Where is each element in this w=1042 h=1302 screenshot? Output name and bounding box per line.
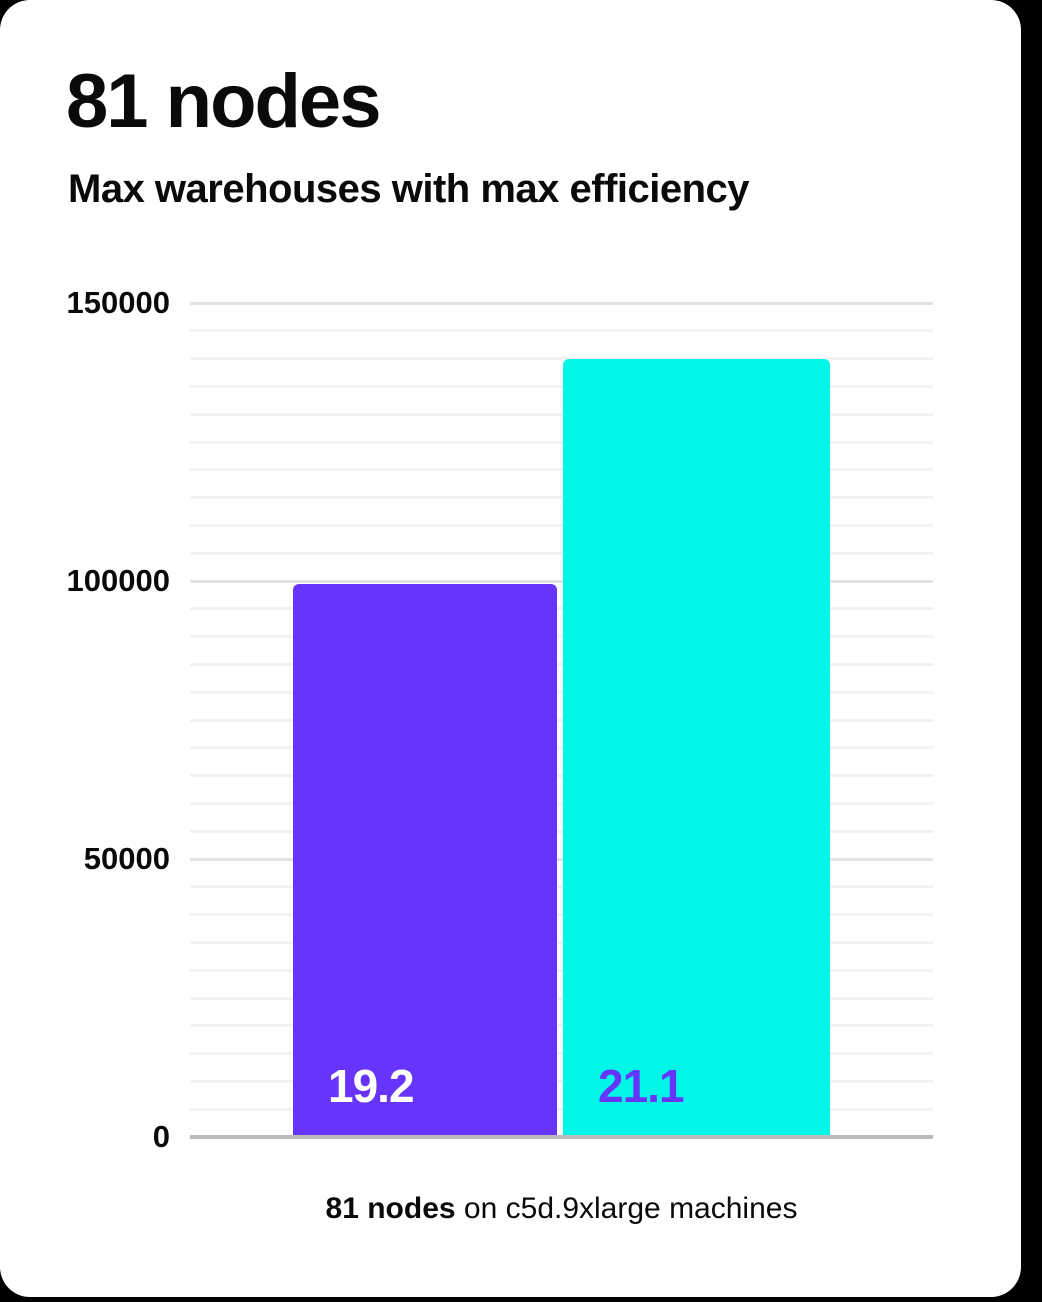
major-gridline <box>190 580 933 583</box>
minor-gridline <box>190 329 933 332</box>
minor-gridline <box>190 913 933 916</box>
minor-gridline <box>190 719 933 722</box>
chart-card: 81 nodes Max warehouses with max efficie… <box>0 0 1021 1297</box>
chart-caption: 81 nodes on c5d.9xlarge machines <box>190 1192 933 1226</box>
caption-regular-text: on c5d.9xlarge machines <box>455 1192 798 1225</box>
bar-chart-plot-area: 0 50000 100000 150000 19.2 21.1 <box>67 285 933 1154</box>
minor-gridline <box>190 496 933 499</box>
minor-gridline <box>190 802 933 805</box>
minor-gridline <box>190 691 933 694</box>
major-gridline <box>190 858 933 861</box>
minor-gridline <box>190 1080 933 1083</box>
bar-21.1: 21.1 <box>563 359 830 1137</box>
caption-bold-text: 81 nodes <box>325 1192 456 1225</box>
minor-gridline <box>190 941 933 944</box>
minor-gridline <box>190 524 933 527</box>
bar-value-label: 21.1 <box>598 1060 685 1112</box>
y-axis-label-50000: 50000 <box>83 841 170 876</box>
minor-gridline <box>190 1052 933 1055</box>
minor-gridline <box>190 385 933 388</box>
minor-gridline <box>190 830 933 833</box>
major-gridline <box>190 302 933 305</box>
bar-19.2: 19.2 <box>293 584 557 1137</box>
minor-gridline <box>190 357 933 360</box>
minor-gridline <box>190 413 933 416</box>
minor-gridline <box>190 441 933 444</box>
y-axis-label-0: 0 <box>152 1119 170 1154</box>
y-axis-label-100000: 100000 <box>66 563 170 598</box>
minor-gridline <box>190 607 933 610</box>
page-subtitle: Max warehouses with max efficiency <box>68 167 750 211</box>
minor-gridline <box>190 635 933 638</box>
minor-gridline <box>190 885 933 888</box>
bar-value-label: 19.2 <box>328 1060 415 1112</box>
minor-gridline <box>190 468 933 471</box>
minor-gridline <box>190 1024 933 1027</box>
minor-gridline <box>190 1108 933 1111</box>
minor-gridline <box>190 774 933 777</box>
minor-gridline <box>190 997 933 1000</box>
minor-gridline <box>190 552 933 555</box>
minor-gridline <box>190 663 933 666</box>
minor-gridline <box>190 746 933 749</box>
page-title: 81 nodes <box>66 59 381 144</box>
minor-gridline <box>190 969 933 972</box>
y-axis-label-150000: 150000 <box>66 285 170 320</box>
x-axis-line <box>190 1135 933 1139</box>
